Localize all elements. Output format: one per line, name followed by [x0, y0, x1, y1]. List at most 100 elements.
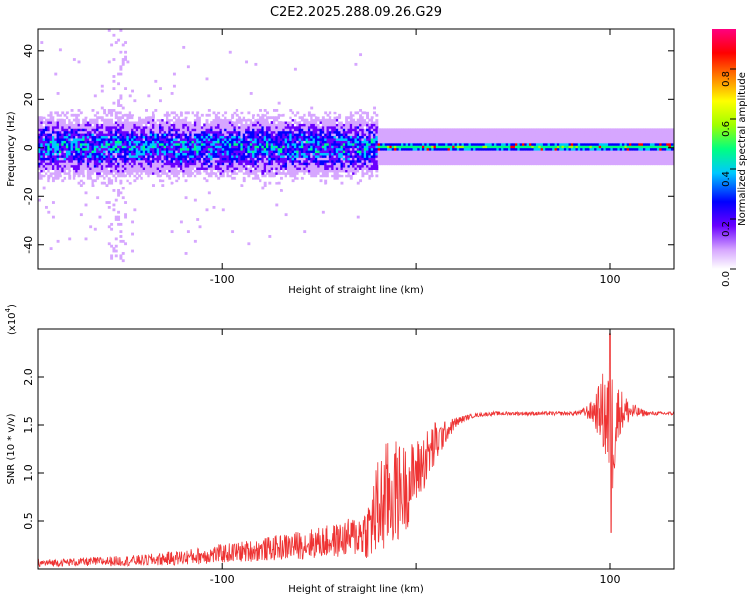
spectrogram-cell: [175, 167, 179, 170]
spectrogram-cell: [128, 162, 132, 166]
spectrogram-cell: [133, 140, 137, 144]
spectrogram-cell: [293, 116, 297, 120]
spectrogram-cell: [49, 174, 53, 178]
spectrogram-cell: [505, 135, 509, 139]
spectrogram-cell: [175, 152, 179, 156]
spectrogram-cell: [91, 140, 95, 144]
spectrogram-cell: [89, 135, 93, 139]
spectrogram-cell: [259, 116, 262, 120]
spectrogram-cell: [79, 113, 83, 117]
spectrogram-cell: [114, 167, 118, 170]
spectrogram-cell: [40, 174, 44, 178]
spectrogram-cell: [359, 123, 363, 127]
spectrogram-cell: [105, 159, 109, 163]
spectrogram-cell: [331, 133, 335, 137]
spectrogram-cell: [431, 159, 435, 163]
spectrogram-cell: [58, 169, 62, 173]
spectrogram-cell: [291, 130, 295, 134]
spectrogram-cell: [165, 118, 169, 122]
spectrogram-cell: [126, 176, 130, 180]
spectrogram-cell: [179, 164, 183, 168]
spectrogram-cell: [254, 181, 258, 185]
spectrogram-cell: [342, 133, 346, 137]
spectrogram-cell: [273, 174, 276, 178]
spectrogram-cell: [135, 162, 139, 166]
spectrogram-cell: [428, 155, 432, 158]
spectrogram-cell: [196, 116, 200, 120]
spectrogram-cell: [277, 164, 281, 168]
spectrogram-cell: [63, 113, 67, 117]
spectrogram-cell: [105, 150, 109, 154]
spectrogram-cell: [51, 167, 55, 170]
spectrogram-cell: [103, 181, 107, 185]
spectrogram-cell: [103, 167, 107, 170]
spectrogram-cell: [179, 162, 183, 166]
spectrogram-cell: [245, 172, 249, 175]
spectrogram-cell: [40, 133, 44, 137]
spectrogram-cell: [65, 130, 69, 134]
spectrogram-cell: [233, 164, 237, 168]
spectrogram-cell: [142, 133, 146, 137]
spectrogram-cell: [145, 167, 148, 170]
spectrogram-cell: [496, 135, 500, 139]
spectrogram-cell: [394, 135, 397, 139]
spectrogram-cell: [403, 130, 407, 134]
spectrogram-cell: [503, 138, 507, 141]
spectrogram-cell: [168, 118, 172, 122]
spectrogram-cell: [249, 142, 253, 146]
spectrogram-cell: [240, 184, 244, 187]
spectrogram-cell: [117, 125, 121, 129]
spectrogram-cell: [77, 142, 81, 146]
spectrogram-cell: [338, 142, 342, 146]
spectrogram-cell: [145, 155, 148, 158]
spectrogram-cell: [275, 172, 279, 175]
spectrogram-cell: [170, 130, 174, 134]
spectrogram-cell: [461, 135, 465, 139]
spectrogram-cell: [342, 140, 346, 144]
spectrogram-cell: [317, 140, 321, 144]
spectrogram-cell: [466, 157, 470, 161]
spectrogram-cell: [349, 140, 353, 144]
spectrogram-cell: [503, 133, 507, 137]
spectrogram-cell: [259, 167, 262, 170]
spectrogram-cell: [303, 174, 307, 178]
spectrogram-cell: [487, 155, 491, 158]
spectrogram-cell: [49, 247, 53, 250]
spectrogram-cell: [89, 167, 93, 170]
spectrogram-cell: [172, 130, 176, 134]
spectrogram-cell: [156, 135, 160, 139]
spectrogram-cell: [54, 152, 58, 156]
spectrogram-cell: [331, 138, 335, 141]
spectrogram-cell: [203, 157, 207, 161]
spectrogram-cell: [147, 157, 151, 161]
spectrogram-cell: [131, 111, 134, 115]
spectrogram-cell: [328, 159, 332, 163]
spectrogram-cell: [189, 157, 193, 161]
spectrogram-cell: [284, 174, 288, 178]
spectrogram-cell: [168, 138, 172, 141]
spectrogram-cell: [461, 159, 465, 163]
spectrogram-cell: [370, 140, 374, 144]
spectrogram-cell: [359, 142, 363, 146]
spectrogram-cell: [179, 176, 183, 180]
spectrogram-cell: [124, 135, 128, 139]
spectrogram-cell: [235, 138, 239, 141]
spectrogram-cell: [405, 133, 409, 137]
spectrogram-cell: [189, 121, 193, 124]
spectrogram-cell: [44, 147, 48, 151]
spectrogram-cell: [266, 121, 269, 124]
spectrogram-cell: [291, 145, 295, 149]
spectrogram-cell: [468, 157, 472, 161]
spectrogram-cell: [256, 169, 260, 173]
spectrogram-cell: [235, 169, 239, 173]
spectrogram-cell: [303, 121, 307, 124]
spectrogram-cell: [179, 145, 183, 149]
spectrogram-cell: [438, 142, 442, 146]
spectrogram-cell: [51, 125, 55, 129]
spectrogram-cell: [459, 142, 463, 146]
spectrogram-cell: [156, 152, 160, 156]
spectrogram-cell: [352, 172, 356, 175]
spectrogram-cell: [510, 135, 514, 139]
spectrogram-cell: [68, 128, 72, 132]
spectrogram-cell: [147, 169, 151, 173]
